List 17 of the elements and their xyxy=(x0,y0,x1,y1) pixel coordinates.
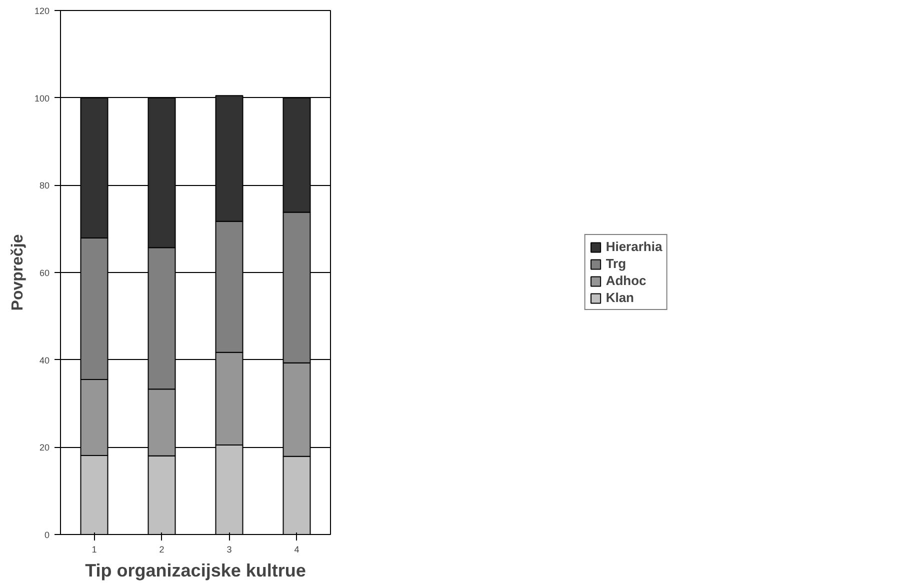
y-tick-label: 80 xyxy=(39,180,50,191)
legend-label: Adhoc xyxy=(606,273,646,288)
y-tick-label: 120 xyxy=(34,6,50,16)
y-tick-label: 100 xyxy=(34,93,50,104)
legend-label: Trg xyxy=(606,256,626,271)
x-tick-label: 4 xyxy=(294,544,300,554)
x-axis-title: Tip organizacijske kultrue xyxy=(85,560,306,580)
legend-label: Klan xyxy=(606,290,634,305)
y-tick-label: 0 xyxy=(44,530,50,540)
y-tick-label: 60 xyxy=(39,268,50,278)
x-tick-label: 1 xyxy=(92,544,97,554)
y-tick-label: 20 xyxy=(39,442,50,453)
y-tick-label: 40 xyxy=(39,355,50,366)
x-tick-label: 2 xyxy=(159,544,164,554)
x-tick-label: 3 xyxy=(226,544,232,554)
y-axis-title: Povprečje xyxy=(9,234,26,311)
legend-label: Hierarhia xyxy=(606,239,662,254)
